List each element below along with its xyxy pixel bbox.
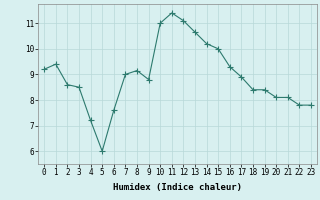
- X-axis label: Humidex (Indice chaleur): Humidex (Indice chaleur): [113, 183, 242, 192]
